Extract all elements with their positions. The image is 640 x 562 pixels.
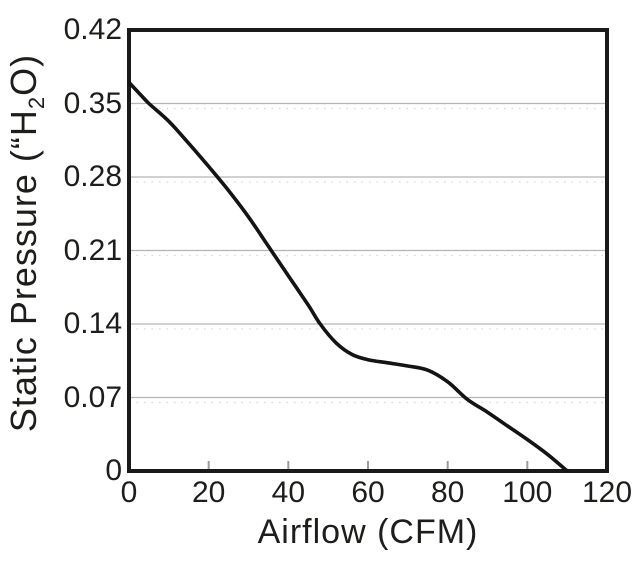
y-tick-label: 0.14	[63, 307, 122, 340]
y-tick-label: 0.28	[63, 160, 122, 193]
x-tick-label: 120	[581, 476, 633, 509]
y-tick-label: 0.42	[63, 13, 122, 46]
y-tick-label: 0	[105, 454, 122, 487]
x-axis-title: Airflow (CFM)	[257, 513, 479, 551]
x-tick-label: 40	[271, 476, 306, 509]
y-tick-label: 0.21	[63, 233, 122, 267]
x-tick-label: 60	[351, 476, 385, 509]
x-tick-label: 20	[191, 476, 226, 509]
x-tick-label: 100	[502, 476, 553, 509]
x-tick-label: 0	[120, 476, 138, 509]
y-tick-label: 0.35	[63, 86, 122, 120]
pressure-curve	[127, 80, 569, 473]
x-tick-label: 80	[430, 476, 465, 509]
plot-frame	[127, 28, 609, 473]
y-tick-label: 0.07	[63, 380, 122, 414]
